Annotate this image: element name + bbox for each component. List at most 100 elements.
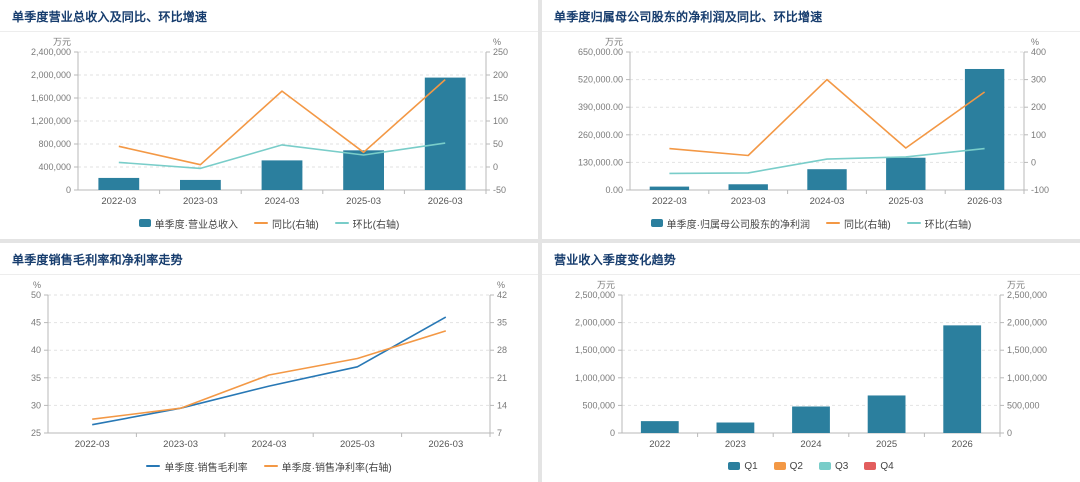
panel-margin-trends: 单季度销售毛利率和净利率走势 25 30 35 40 45 50 7 14 21 28 35 42%%… [0, 243, 538, 482]
line-legend-marker-icon [254, 222, 268, 224]
legend-label: 同比(右轴) [272, 219, 319, 231]
svg-text:42: 42 [497, 290, 507, 300]
svg-text:2025: 2025 [876, 439, 897, 450]
margin-trends-chart[interactable]: 25 30 35 40 45 50 7 14 21 28 35 42% % 2022-03 2023-03 2… [0, 275, 538, 455]
svg-text:2026-03: 2026-03 [428, 439, 463, 450]
legend-item-3-2[interactable]: Q3 [819, 461, 848, 472]
svg-text:%: % [493, 37, 501, 47]
svg-text:2022: 2022 [649, 439, 670, 450]
svg-text:35: 35 [497, 318, 507, 328]
svg-text:200: 200 [493, 70, 508, 80]
svg-text:0: 0 [1031, 157, 1036, 167]
svg-text:2022-03: 2022-03 [75, 439, 110, 450]
svg-text:25: 25 [31, 428, 41, 438]
svg-text:7: 7 [497, 428, 502, 438]
legend-label: Q2 [789, 460, 803, 472]
legend-item-1-2[interactable]: 环比(右轴) [906, 216, 972, 231]
panel-title-margin-trends: 单季度销售毛利率和净利率走势 [12, 253, 183, 267]
line-legend-marker-icon [263, 465, 278, 467]
svg-text:2023-03: 2023-03 [731, 196, 766, 207]
chart-area: 0.00 130,000.00 260,000.00 390,000.00 520,00… [542, 32, 1080, 212]
legend-label: 环比(右轴) [352, 219, 400, 231]
svg-text:2,000,000: 2,000,000 [575, 318, 615, 328]
svg-text:14: 14 [497, 400, 507, 410]
svg-text:2025-03: 2025-03 [346, 196, 381, 207]
svg-text:%: % [497, 280, 505, 290]
svg-text:1,600,000: 1,600,000 [31, 93, 71, 103]
legend-item-0-1[interactable]: 同比(右轴) [254, 216, 319, 231]
svg-text:0: 0 [610, 428, 615, 438]
legend-label: 单季度·归属母公司股东的净利润 [666, 219, 810, 231]
legend-item-3-0[interactable]: Q1 [728, 460, 758, 472]
svg-text:2,000,000: 2,000,000 [31, 70, 71, 80]
line-legend-marker-icon [334, 222, 349, 224]
svg-text:万元: 万元 [605, 37, 623, 47]
bar-legend-marker-icon [138, 219, 151, 227]
svg-text:200: 200 [1031, 102, 1046, 112]
svg-text:260,000.00: 260,000.00 [578, 130, 623, 140]
svg-text:2022-03: 2022-03 [101, 196, 136, 207]
bar-legend-marker-icon [728, 462, 741, 470]
line-legend-marker-icon [146, 465, 161, 467]
svg-text:300: 300 [1031, 75, 1046, 85]
legend-item-0-0[interactable]: 单季度·营业总收入 [138, 216, 238, 231]
bar-legend-marker-icon [819, 462, 831, 470]
svg-text:2,500,000: 2,500,000 [1007, 290, 1047, 300]
svg-text:万元: 万元 [53, 37, 71, 47]
svg-text:1,200,000: 1,200,000 [31, 116, 71, 126]
legend-label: 单季度·销售净利率(右轴) [281, 462, 392, 474]
quarterly-net-profit-chart[interactable]: 0.00 130,000.00 260,000.00 390,000.00 520,00… [542, 32, 1080, 212]
quarterly-revenue-chart[interactable]: 0 400,000 800,000 1,200,000 1,600,000 2,000,0… [0, 32, 538, 212]
legend-item-1-1[interactable]: 同比(右轴) [826, 216, 891, 231]
revenue-by-quarter-chart[interactable]: 0 500,000 1,000,000 1,500,000 2,000,000 2,500… [542, 275, 1080, 455]
legend-item-3-3[interactable]: Q4 [864, 460, 894, 472]
svg-text:2024-03: 2024-03 [810, 196, 845, 207]
svg-text:1,000,000: 1,000,000 [575, 373, 615, 383]
legend-item-2-1[interactable]: 单季度·销售净利率(右轴) [263, 459, 392, 474]
panel-title-revenue-by-quarter: 营业收入季度变化趋势 [554, 253, 677, 267]
svg-text:130,000.00: 130,000.00 [578, 157, 623, 167]
panel-title-quarterly-net-profit: 单季度归属母公司股东的净利润及同比、环比增速 [554, 10, 823, 24]
svg-text:500,000: 500,000 [1007, 400, 1040, 410]
panel-header: 营业收入季度变化趋势 [542, 243, 1080, 275]
chart-area: 25 30 35 40 45 50 7 14 21 28 35 42%% 2022-03 2023-03 2… [0, 275, 538, 455]
svg-text:2,000,000: 2,000,000 [1007, 318, 1047, 328]
legend-item-0-2[interactable]: 环比(右轴) [334, 216, 400, 231]
svg-text:100: 100 [1031, 130, 1046, 140]
panel-header: 单季度归属母公司股东的净利润及同比、环比增速 [542, 0, 1080, 32]
svg-text:250: 250 [493, 47, 508, 57]
legend-item-2-0[interactable]: 单季度·销售毛利率 [146, 459, 248, 474]
svg-text:2024-03: 2024-03 [265, 196, 300, 207]
svg-text:100: 100 [493, 116, 508, 126]
svg-text:%: % [1031, 37, 1039, 47]
legend-label: Q4 [880, 460, 894, 472]
svg-text:30: 30 [31, 400, 41, 410]
svg-text:万元: 万元 [1007, 280, 1025, 290]
legend-quarterly-net-profit: 单季度·归属母公司股东的净利润 同比(右轴) 环比(右轴) [542, 212, 1080, 234]
svg-text:2024-03: 2024-03 [252, 439, 287, 450]
legend-label: 环比(右轴) [924, 219, 972, 231]
svg-text:50: 50 [31, 290, 41, 300]
svg-text:35: 35 [31, 373, 41, 383]
svg-text:650,000.00: 650,000.00 [578, 47, 623, 57]
legend-label: Q3 [835, 460, 849, 472]
legend-item-1-0[interactable]: 单季度·归属母公司股东的净利润 [650, 216, 810, 231]
line-legend-marker-icon [826, 222, 840, 224]
chart-area: 0 400,000 800,000 1,200,000 1,600,000 2,000,0… [0, 32, 538, 212]
svg-text:520,000.00: 520,000.00 [578, 75, 623, 85]
legend-label: Q1 [744, 460, 758, 472]
panel-header: 单季度营业总收入及同比、环比增速 [0, 0, 538, 32]
svg-text:40: 40 [31, 345, 41, 355]
legend-margin-trends: 单季度·销售毛利率 单季度·销售净利率(右轴) [0, 455, 538, 477]
svg-text:0: 0 [1007, 428, 1012, 438]
svg-text:1,500,000: 1,500,000 [1007, 345, 1047, 355]
svg-text:万元: 万元 [597, 280, 615, 290]
svg-text:2,500,000: 2,500,000 [575, 290, 615, 300]
svg-text:28: 28 [497, 345, 507, 355]
svg-text:400,000: 400,000 [38, 162, 71, 172]
svg-text:45: 45 [31, 318, 41, 328]
panel-quarterly-net-profit: 单季度归属母公司股东的净利润及同比、环比增速 0.00 130,000.00 260… [542, 0, 1080, 239]
legend-item-3-1[interactable]: Q2 [773, 460, 803, 472]
svg-text:2026: 2026 [952, 439, 973, 450]
bar-legend-marker-icon [864, 462, 877, 470]
